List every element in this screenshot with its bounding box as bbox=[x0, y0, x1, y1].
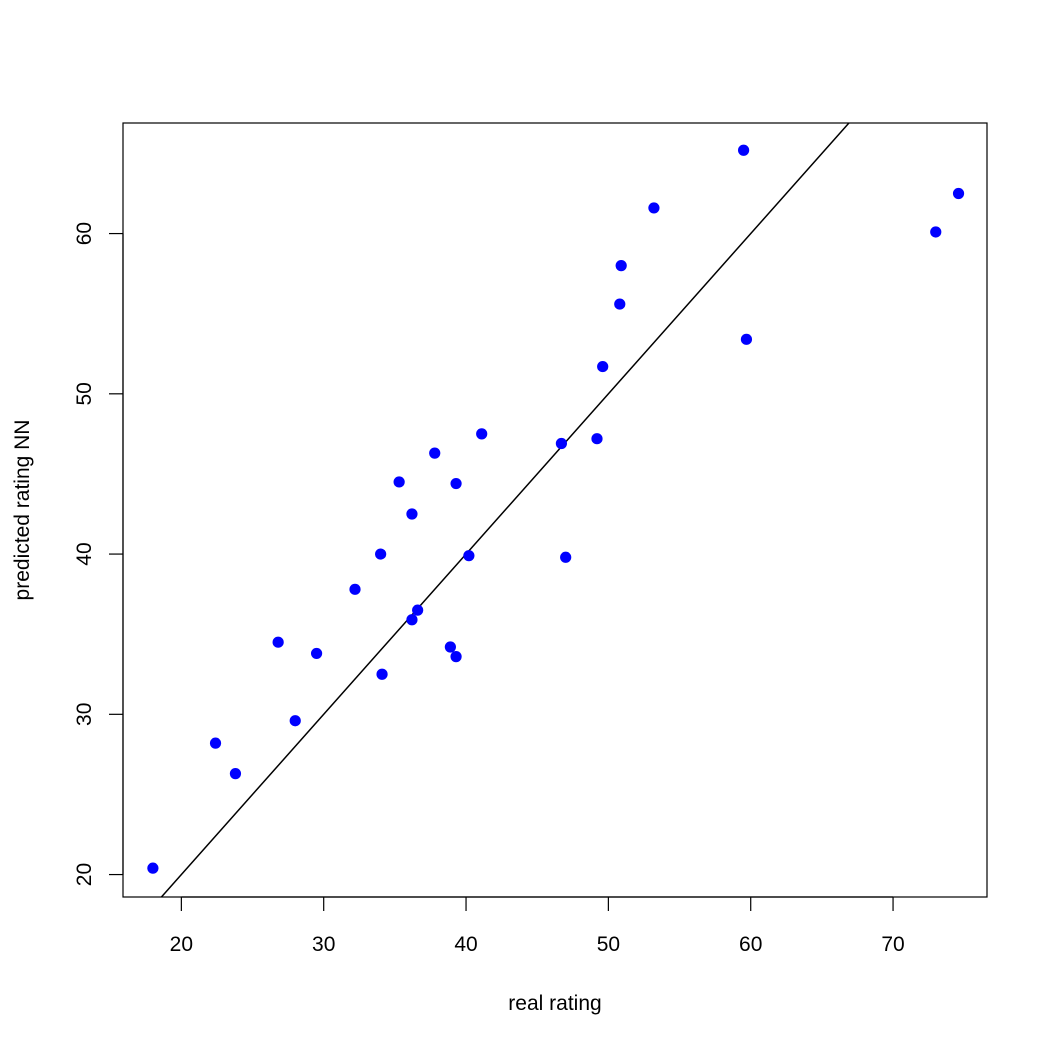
data-point bbox=[393, 476, 405, 488]
data-point bbox=[406, 614, 418, 626]
data-point bbox=[615, 260, 627, 272]
identity-reference-line bbox=[160, 122, 850, 898]
x-tick-label: 50 bbox=[597, 933, 620, 956]
data-point bbox=[740, 333, 753, 345]
data-point bbox=[450, 651, 462, 663]
x-axis: 20 30 40 50 60 70 bbox=[170, 896, 905, 956]
data-point bbox=[429, 447, 441, 459]
x-axis-label: real rating bbox=[508, 992, 601, 1015]
x-tick-label: 30 bbox=[312, 933, 335, 956]
points-layer bbox=[147, 144, 965, 874]
data-point bbox=[737, 144, 750, 156]
x-tick-label: 70 bbox=[881, 933, 904, 956]
data-point bbox=[463, 550, 475, 562]
data-point bbox=[597, 360, 609, 373]
y-axis-label: predicted rating NN bbox=[11, 420, 34, 601]
data-point bbox=[952, 187, 965, 200]
y-tick-label: 60 bbox=[73, 222, 96, 245]
data-point bbox=[591, 433, 603, 445]
data-point bbox=[376, 668, 388, 680]
y-axis: 20 30 40 50 60 bbox=[73, 222, 124, 886]
data-point bbox=[444, 641, 456, 653]
data-point bbox=[272, 636, 284, 648]
data-point bbox=[450, 477, 462, 490]
data-point bbox=[209, 737, 222, 749]
data-point bbox=[349, 583, 361, 595]
x-tick-label: 60 bbox=[739, 933, 762, 956]
reference-line-layer bbox=[160, 122, 850, 898]
data-point bbox=[147, 862, 159, 874]
data-point bbox=[560, 551, 572, 563]
data-point bbox=[476, 428, 488, 440]
y-tick-label: 30 bbox=[73, 703, 96, 726]
data-point bbox=[614, 298, 626, 310]
data-point bbox=[406, 508, 418, 520]
y-tick-label: 20 bbox=[73, 863, 96, 886]
y-tick-label: 50 bbox=[73, 382, 96, 405]
x-tick-label: 40 bbox=[454, 933, 477, 956]
data-point bbox=[229, 768, 242, 780]
data-point bbox=[930, 226, 942, 238]
data-point bbox=[310, 647, 323, 660]
data-point bbox=[555, 437, 568, 450]
data-point bbox=[648, 202, 660, 214]
data-point bbox=[412, 604, 424, 616]
data-point bbox=[289, 715, 301, 727]
data-point bbox=[375, 548, 387, 560]
y-tick-label: 40 bbox=[73, 542, 96, 565]
x-tick-label: 20 bbox=[170, 933, 193, 956]
